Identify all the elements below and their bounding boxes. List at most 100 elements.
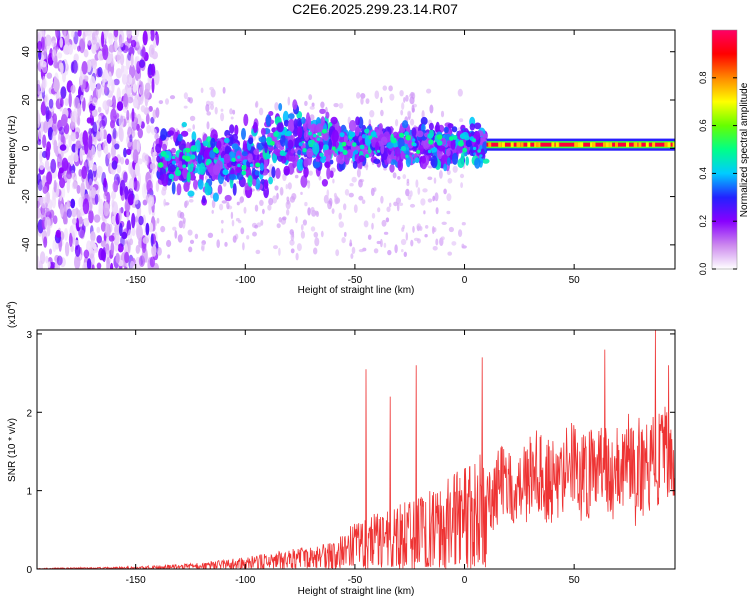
spectrogram-bright-spot xyxy=(339,132,345,138)
spectrogram-halo-blob xyxy=(287,96,291,106)
spectrogram-bright-spot xyxy=(255,162,261,168)
spectrogram-bright-spot xyxy=(237,155,241,159)
spectrogram-halo-blob xyxy=(307,207,311,216)
spectrogram-halo-blob xyxy=(360,97,364,105)
spectrogram-tone-speckle xyxy=(520,142,524,148)
spectrogram-band-blob xyxy=(247,175,253,187)
spectrogram-noise-blob xyxy=(111,190,116,200)
spectrogram-noise-blob xyxy=(49,261,56,269)
spectrogram-bright-spot xyxy=(231,157,236,162)
spectrogram-band-blob xyxy=(254,177,261,190)
spectrogram-band-blob xyxy=(204,185,212,196)
spectrogram-halo-blob xyxy=(433,177,437,184)
spectrogram-noise-blob xyxy=(49,248,52,255)
spectrogram-band-blob xyxy=(227,136,234,147)
spectrogram-noise-blob xyxy=(88,209,94,224)
spectrogram-noise-blob xyxy=(111,95,116,110)
spectrogram-noise-blob xyxy=(42,134,47,149)
spectrogram-y-tick-label: -20 xyxy=(21,189,32,204)
spectrogram-tone-speckle xyxy=(516,142,520,148)
spectrogram-halo-blob xyxy=(403,251,407,257)
spectrogram-y-label: Frequency (Hz) xyxy=(7,116,18,185)
spectrogram-noise-blob xyxy=(61,186,66,199)
spectrogram-halo-blob xyxy=(230,116,234,120)
spectrogram-noise-blob xyxy=(73,153,79,163)
spectrogram-noise-blob xyxy=(111,79,115,94)
snr-x-tick-label: -150 xyxy=(126,575,146,586)
spectrogram-noise-blob xyxy=(122,73,127,82)
spectrogram-bright-spot xyxy=(302,148,307,153)
spectrogram-band-blob xyxy=(171,147,176,154)
spectrogram-halo-blob xyxy=(341,237,346,244)
spectrogram-tone-speckle xyxy=(510,142,514,148)
spectrogram-halo-blob xyxy=(416,225,420,232)
spectrogram-noise-blob xyxy=(89,196,93,212)
spectrogram-noise-blob xyxy=(106,250,110,259)
spectrogram-tone-speckle xyxy=(605,142,609,148)
spectrogram-halo-blob xyxy=(231,219,235,227)
spectrogram-tone-speckle xyxy=(527,142,531,148)
spectrogram-bright-spot xyxy=(206,158,212,164)
spectrogram-halo-blob xyxy=(411,104,415,113)
spectrogram-tone-speckle xyxy=(591,142,595,148)
spectrogram-halo-blob xyxy=(380,96,383,104)
spectrogram-halo-blob xyxy=(252,231,257,237)
colorbar-tick-label: 0.4 xyxy=(698,167,708,180)
spectrogram-band-blob xyxy=(217,184,223,195)
spectrogram-band-blob xyxy=(443,163,447,172)
spectrogram-band-blob xyxy=(229,174,237,181)
spectrogram-band-blob xyxy=(216,140,222,150)
spectrogram-band-blob xyxy=(243,113,249,127)
spectrogram-noise-blob xyxy=(40,212,47,221)
spectrogram-band-blob xyxy=(253,149,260,155)
spectrogram-halo-blob xyxy=(188,199,194,203)
spectrogram-band-blob xyxy=(272,152,278,164)
spectrogram-halo-blob xyxy=(167,254,171,259)
spectrogram-y-ticks: -40 -20 0 20 40 xyxy=(21,46,675,252)
spectrogram-noise-blob xyxy=(73,53,79,62)
spectrogram-band-blob xyxy=(389,163,395,173)
spectrogram-halo-blob xyxy=(370,187,375,197)
spectrogram-band-blob xyxy=(260,127,266,136)
spectrogram-bright-spot xyxy=(472,138,476,143)
spectrogram-band-blob xyxy=(271,166,276,179)
spectrogram-halo-blob xyxy=(182,217,186,224)
spectrogram-bright-spot xyxy=(279,150,286,157)
spectrogram-band-blob xyxy=(457,158,465,169)
spectrogram-halo-blob xyxy=(274,185,279,191)
spectrogram-noise-blob xyxy=(68,232,73,247)
spectrogram-tone-speckle xyxy=(488,142,492,148)
spectrogram-halo-blob xyxy=(285,200,291,210)
spectrogram-bright-spot xyxy=(168,173,174,180)
spectrogram-halo-blob xyxy=(183,92,188,100)
spectrogram-band-blob xyxy=(193,179,198,190)
spectrogram-noise-blob xyxy=(46,72,53,79)
spectrogram-tone-speckle xyxy=(664,142,668,148)
spectrogram-noise-blob xyxy=(83,249,90,259)
spectrogram-noise-blob xyxy=(38,260,43,269)
colorbar-fill xyxy=(712,30,737,269)
chart-title: C2E6.2025.299.23.14.R07 xyxy=(292,1,458,17)
spectrogram-bright-spot xyxy=(436,134,443,140)
spectrogram-band-blob xyxy=(469,123,475,131)
spectrogram-band-blob xyxy=(319,108,326,115)
snr-exponent-power: 4 xyxy=(6,305,13,309)
spectrogram-band-blob xyxy=(202,140,209,147)
spectrogram-noise-blob xyxy=(99,119,106,130)
spectrogram-band-blob xyxy=(353,145,360,152)
spectrogram-noise-blob xyxy=(81,60,88,75)
spectrogram-band-blob xyxy=(191,131,197,143)
spectrogram-band-blob xyxy=(241,151,248,157)
spectrogram-noise-blob xyxy=(138,215,144,226)
spectrogram-noise-blob xyxy=(97,106,102,113)
snr-x-tick-label: 50 xyxy=(569,575,581,586)
spectrogram-band-blob xyxy=(203,148,211,161)
spectrogram-halo-blob xyxy=(426,88,432,94)
spectrogram-bright-spot xyxy=(171,155,176,160)
spectrogram-band-blob xyxy=(326,167,331,180)
spectrogram-noise-blob xyxy=(52,113,57,124)
spectrogram-bright-spot xyxy=(190,145,197,152)
spectrogram-halo-blob xyxy=(280,188,284,195)
spectrogram-band-blob xyxy=(343,135,348,143)
